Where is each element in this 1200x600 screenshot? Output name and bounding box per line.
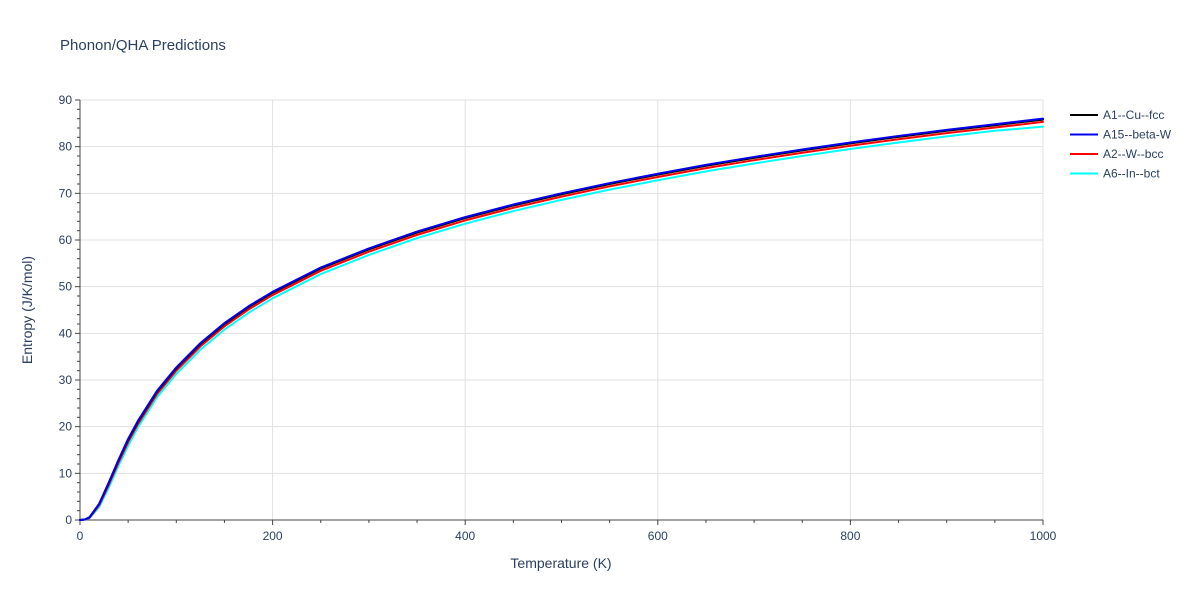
legend-item[interactable]: A6--In--bct bbox=[1070, 167, 1160, 181]
y-tick-label: 10 bbox=[59, 466, 73, 480]
x-axis-title: Temperature (K) bbox=[510, 555, 611, 571]
series-line-a1-cu-fcc[interactable] bbox=[79, 118, 1044, 521]
y-tick-label: 80 bbox=[59, 140, 73, 154]
y-tick-label: 40 bbox=[59, 326, 73, 340]
axes bbox=[75, 99, 1044, 525]
y-tick-label: 0 bbox=[65, 513, 72, 527]
x-tick-label: 1000 bbox=[1030, 529, 1057, 543]
x-tick-label: 800 bbox=[840, 529, 860, 543]
series-line-a2-w-bcc[interactable] bbox=[79, 120, 1044, 521]
grid-lines bbox=[80, 99, 1044, 520]
y-tick-label: 70 bbox=[59, 186, 73, 200]
y-tick-label: 20 bbox=[59, 420, 73, 434]
series-lines bbox=[79, 117, 1044, 521]
tick-labels: 0 10 20 30 40 50 60 70 80 90 0 200 400 600 800 1000 bbox=[59, 93, 1057, 543]
x-tick-label: 400 bbox=[455, 529, 475, 543]
legend-item[interactable]: A15--beta-W bbox=[1070, 128, 1172, 142]
legend-label: A2--W--bcc bbox=[1103, 147, 1163, 161]
y-tick-label: 90 bbox=[59, 93, 73, 107]
legend-label: A15--beta-W bbox=[1103, 128, 1172, 142]
x-tick-label: 600 bbox=[648, 529, 668, 543]
legend-label: A1--Cu--fcc bbox=[1103, 108, 1164, 122]
y-tick-label: 30 bbox=[59, 373, 73, 387]
legend[interactable]: A1--Cu--fcc A15--beta-W A2--W--bcc A6--In--… bbox=[1070, 108, 1172, 181]
series-line-a15-beta-w[interactable] bbox=[79, 117, 1044, 521]
y-axis-title: Entropy (J/K/mol) bbox=[19, 256, 35, 364]
x-tick-label: 200 bbox=[263, 529, 283, 543]
legend-item[interactable]: A2--W--bcc bbox=[1070, 147, 1163, 161]
chart-title: Phonon/QHA Predictions bbox=[60, 37, 226, 54]
y-tick-label: 50 bbox=[59, 280, 73, 294]
series-line-a6-in-bct[interactable] bbox=[79, 125, 1044, 521]
y-tick-label: 60 bbox=[59, 233, 73, 247]
x-tick-label: 0 bbox=[77, 529, 84, 543]
legend-item[interactable]: A1--Cu--fcc bbox=[1070, 108, 1164, 122]
legend-label: A6--In--bct bbox=[1103, 167, 1160, 181]
